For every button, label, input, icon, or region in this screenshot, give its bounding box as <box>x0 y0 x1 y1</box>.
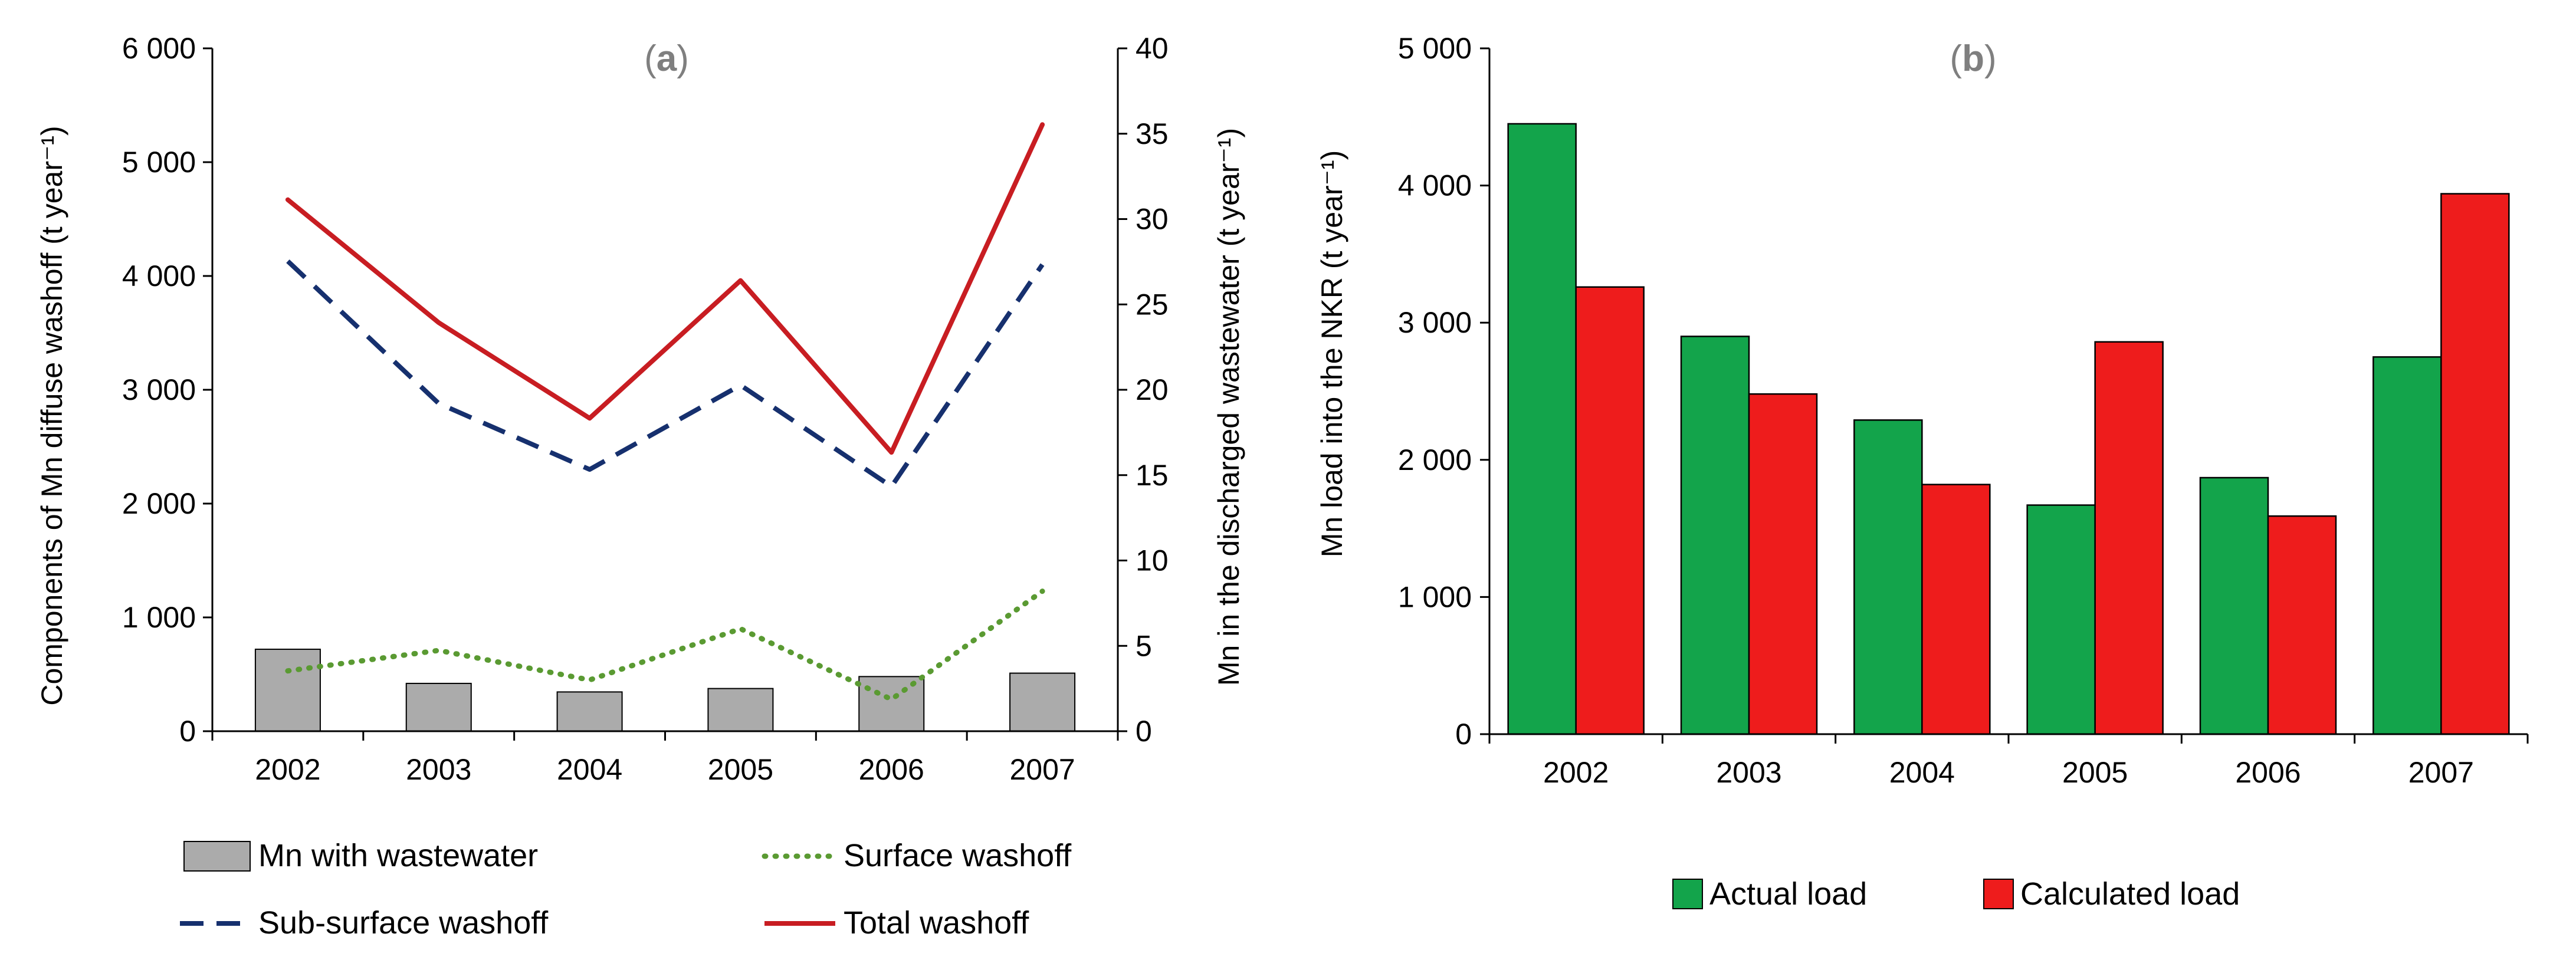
bar-calculated-load-2004 <box>1921 484 1991 735</box>
legend-label-mn-wastewater: Mn with wastewater <box>258 838 538 873</box>
chart-a-ylabel-left: Components of Mn diffuse washoff (t year… <box>35 126 68 705</box>
chart-a-right-tick-label: 35 <box>1136 117 1169 150</box>
chart-a-axes: 0 1 000 2 000 3 000 4 000 5 000 6 000 0 5 10 15 20 2… <box>122 32 1169 786</box>
chart-b-x-tick-label: 2005 <box>2062 756 2128 789</box>
chart-a-x-tick-label: 2007 <box>1009 753 1075 786</box>
chart-b-y-tick-label: 4 000 <box>1398 169 1472 202</box>
chart-b-y-tick-label: 3 000 <box>1398 306 1472 339</box>
chart-b-title-letter: b <box>1962 38 1984 79</box>
chart-a-left-tick-label: 1 000 <box>122 601 196 634</box>
chart-b-ylabel: Mn load into the NKR (t year⁻¹) <box>1315 150 1348 558</box>
chart-a-left-tick-label: 5 000 <box>122 146 196 179</box>
bar-calculated-load-2007 <box>2440 193 2510 735</box>
series-line-surface-washoff <box>285 589 1045 702</box>
chart-a-legend: Mn with wastewater Surface washoff Sub-sur… <box>180 838 1072 941</box>
chart-a-x-tick-label: 2004 <box>557 753 622 786</box>
chart-a-right-tick-label: 20 <box>1136 373 1169 406</box>
bar-actual-load-2002 <box>1507 123 1577 735</box>
chart-a-x-tick-label: 2002 <box>255 753 320 786</box>
chart-a-right-tick-label: 5 <box>1136 629 1152 662</box>
bar-mn-wastewater-2002 <box>254 649 321 732</box>
chart-b-y-tick-label: 0 <box>1455 718 1472 751</box>
chart-a-x-tick-label: 2006 <box>859 753 924 786</box>
bar-mn-wastewater-2005 <box>707 688 774 732</box>
chart-b-legend: Actual load Calculated load <box>1672 876 2240 912</box>
bar-actual-load-2004 <box>1853 419 1923 735</box>
legend-label-calculated-load: Calculated load <box>2020 876 2240 912</box>
chart-a-right-tick-label: 0 <box>1136 715 1152 748</box>
chart-b-y-tick-label: 5 000 <box>1398 32 1472 65</box>
chart-a-title: (a) <box>644 38 689 79</box>
chart-a: 0 1 000 2 000 3 000 4 000 5 000 6 000 0 5 10 15 20 2… <box>35 32 1245 941</box>
chart-b-y-tick-label: 1 000 <box>1398 580 1472 613</box>
chart-b-x-tick-label: 2004 <box>1889 756 1955 789</box>
chart-b-bars <box>1507 123 2510 735</box>
chart-a-left-tick-label: 2 000 <box>122 487 196 520</box>
bar-calculated-load-2003 <box>1748 393 1818 735</box>
chart-b-x-tick-label: 2003 <box>1716 756 1781 789</box>
chart-a-left-tick-label: 6 000 <box>122 32 196 65</box>
bar-calculated-load-2005 <box>2094 341 2164 735</box>
chart-a-right-tick-label: 40 <box>1136 32 1169 65</box>
chart-a-title-letter: a <box>657 38 677 79</box>
bar-mn-wastewater-2007 <box>1009 672 1076 732</box>
chart-b-title: (b) <box>1950 38 1996 79</box>
chart-a-left-tick-label: 4 000 <box>122 259 196 292</box>
legend-label-total-washoff: Total washoff <box>844 905 1029 941</box>
bar-actual-load-2007 <box>2372 356 2442 735</box>
chart-a-ylabel-right: Mn in the discharged wastewater (t year⁻… <box>1212 128 1245 686</box>
chart-b-x-tick-label: 2006 <box>2235 756 2301 789</box>
bar-calculated-load-2002 <box>1575 286 1645 735</box>
chart-a-left-tick-label: 3 000 <box>122 373 196 406</box>
legend-swatch-calculated-load <box>1983 879 2014 909</box>
chart-b-y-tick-label: 2 000 <box>1398 443 1472 476</box>
series-line-sub-surface-washoff <box>286 259 1045 489</box>
chart-a-right-tick-label: 10 <box>1136 544 1169 577</box>
bar-mn-wastewater-2004 <box>556 691 623 732</box>
legend-label-surface-washoff: Surface washoff <box>844 838 1072 873</box>
legend-swatch-actual-load <box>1672 879 1703 909</box>
bar-mn-wastewater-2003 <box>405 682 472 732</box>
bar-actual-load-2006 <box>2199 476 2269 735</box>
chart-a-x-tick-label: 2005 <box>708 753 773 786</box>
chart-b: 0 1 000 2 000 3 000 4 000 5 000 2002 2003 2004 20… <box>1315 32 2529 912</box>
chart-b-axes: 0 1 000 2 000 3 000 4 000 5 000 2002 2003 2004 20… <box>1398 32 2529 789</box>
chart-b-x-tick-label: 2007 <box>2408 756 2474 789</box>
series-line-total-washoff <box>285 122 1045 455</box>
legend-label-subsurface-washoff: Sub-surface washoff <box>258 905 549 941</box>
chart-a-right-tick-label: 30 <box>1136 203 1169 236</box>
bar-actual-load-2005 <box>2026 504 2096 735</box>
chart-b-x-tick-label: 2002 <box>1543 756 1609 789</box>
bar-calculated-load-2006 <box>2267 515 2337 735</box>
legend-swatch-mn-wastewater <box>183 841 251 872</box>
chart-a-right-tick-label: 15 <box>1136 459 1169 492</box>
chart-a-x-tick-label: 2003 <box>406 753 471 786</box>
bar-actual-load-2003 <box>1680 336 1750 735</box>
legend-label-actual-load: Actual load <box>1709 876 1867 912</box>
chart-a-bars <box>254 649 1076 732</box>
chart-a-right-tick-label: 25 <box>1136 288 1169 321</box>
chart-a-lines <box>285 122 1045 702</box>
chart-a-left-tick-label: 0 <box>179 715 196 748</box>
